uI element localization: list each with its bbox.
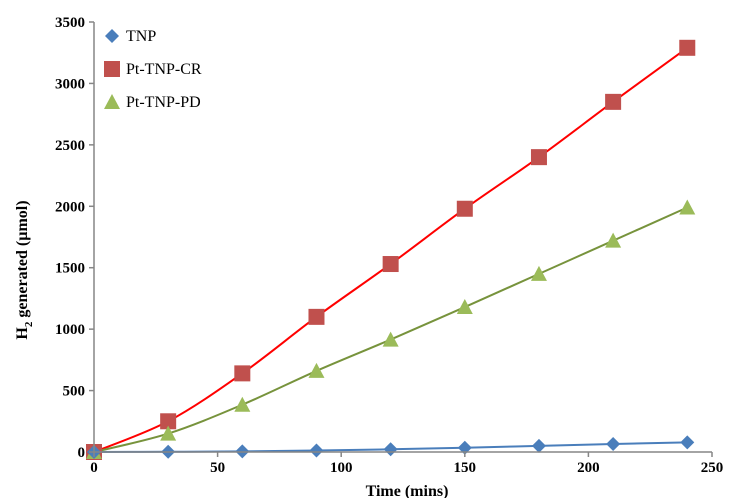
y-tick-label: 1500 [55,261,85,277]
point-square-s1-legend [104,61,120,77]
y-tick-label: 1000 [55,322,85,338]
axes [93,22,712,453]
legend-label: TNP [126,28,156,45]
y-tick-label: 2500 [55,138,85,154]
point-triangle-s2-3 [308,362,325,378]
point-square-s1-7 [605,93,622,110]
point-diamond-s0-4 [383,442,398,457]
y-tick-label: 2000 [55,199,85,215]
x-tick-label: 0 [90,460,98,476]
point-square-s1-3 [308,308,325,325]
point-square-s1-8 [679,39,696,56]
point-triangle-s2-6 [530,265,547,281]
point-triangle-s2-8 [679,199,696,215]
y-axis-title: H2 generated (µmol) [14,200,35,339]
point-triangle-s2-4 [382,331,399,347]
x-tick-label: 50 [210,460,225,476]
point-diamond-s0-7 [606,437,621,452]
legend: TNP Pt-TNP-CR Pt-TNP-PD [104,28,202,111]
point-triangle-s2-7 [605,232,622,248]
ticks: 0 50 100 150 200 2500500100015002000250030003… [55,15,723,476]
x-tick-label: 150 [454,460,477,476]
point-triangle-s2-1 [160,425,177,441]
y-tick-label: 3500 [55,15,85,31]
y-tick-label: 500 [63,384,86,400]
y-axis-title-main: H [14,327,31,340]
x-tick-label: 250 [701,460,724,476]
data-points [86,39,696,460]
y-tick-label: 3000 [55,76,85,92]
point-triangle-s2-2 [234,396,251,412]
point-triangle-s2-legend [104,94,120,109]
point-diamond-s0-5 [457,440,472,455]
point-square-s1-4 [382,256,399,273]
y-axis-title-subscript: 2 [23,321,35,327]
point-square-s1-1 [160,413,177,430]
y-axis-title-rest: generated (µmol) [14,200,31,321]
x-tick-label: 100 [330,460,353,476]
series-line-pt-tnp-pd [93,206,688,453]
point-diamond-s0-8 [680,435,695,450]
point-square-s1-6 [530,149,547,166]
x-axis-title: Time (mins) [366,483,449,498]
point-diamond-s0-legend [105,29,119,43]
point-diamond-s0-6 [531,438,546,453]
point-triangle-s2-5 [456,299,473,315]
y-tick-label: 0 [78,445,86,461]
x-tick-label: 200 [577,460,600,476]
point-diamond-s0-3 [309,443,324,458]
legend-label: Pt-TNP-CR [126,61,202,78]
legend-label: Pt-TNP-PD [126,94,201,111]
point-square-s1-5 [456,200,473,217]
point-square-s1-2 [234,365,251,382]
